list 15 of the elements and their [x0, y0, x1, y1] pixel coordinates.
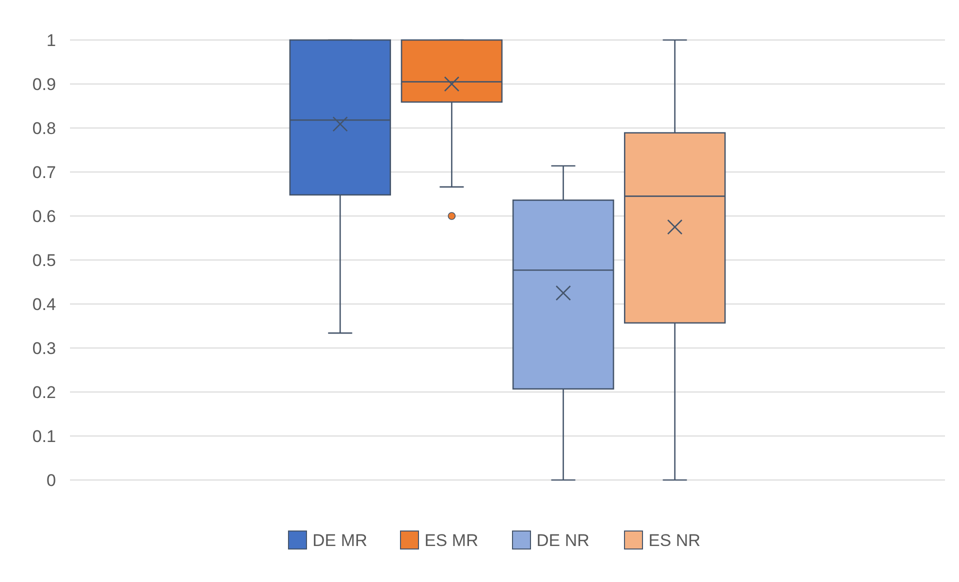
y-tick-label: 0.7	[32, 162, 56, 182]
y-tick-label: 0.6	[32, 206, 56, 226]
y-tick-label: 0.5	[32, 250, 56, 270]
y-tick-label: 0.1	[32, 426, 56, 446]
legend-label: DE MR	[312, 530, 368, 550]
y-tick-label: 0.9	[32, 74, 56, 94]
y-tick-label: 0.2	[32, 382, 56, 402]
y-tick-label: 0	[46, 470, 56, 490]
legend-label: DE NR	[536, 530, 590, 550]
y-tick-label: 1	[46, 30, 56, 50]
legend-label: ES MR	[424, 530, 478, 550]
legend-label: ES NR	[648, 530, 700, 550]
y-tick-label: 0.4	[32, 294, 56, 314]
y-tick-label: 0.3	[32, 338, 56, 358]
y-tick-label: 0.8	[32, 118, 56, 138]
